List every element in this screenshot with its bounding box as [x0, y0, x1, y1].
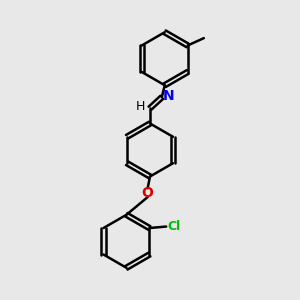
Text: H: H — [136, 100, 145, 113]
Text: Cl: Cl — [167, 220, 180, 233]
Text: N: N — [162, 89, 174, 103]
Text: O: O — [142, 186, 154, 200]
